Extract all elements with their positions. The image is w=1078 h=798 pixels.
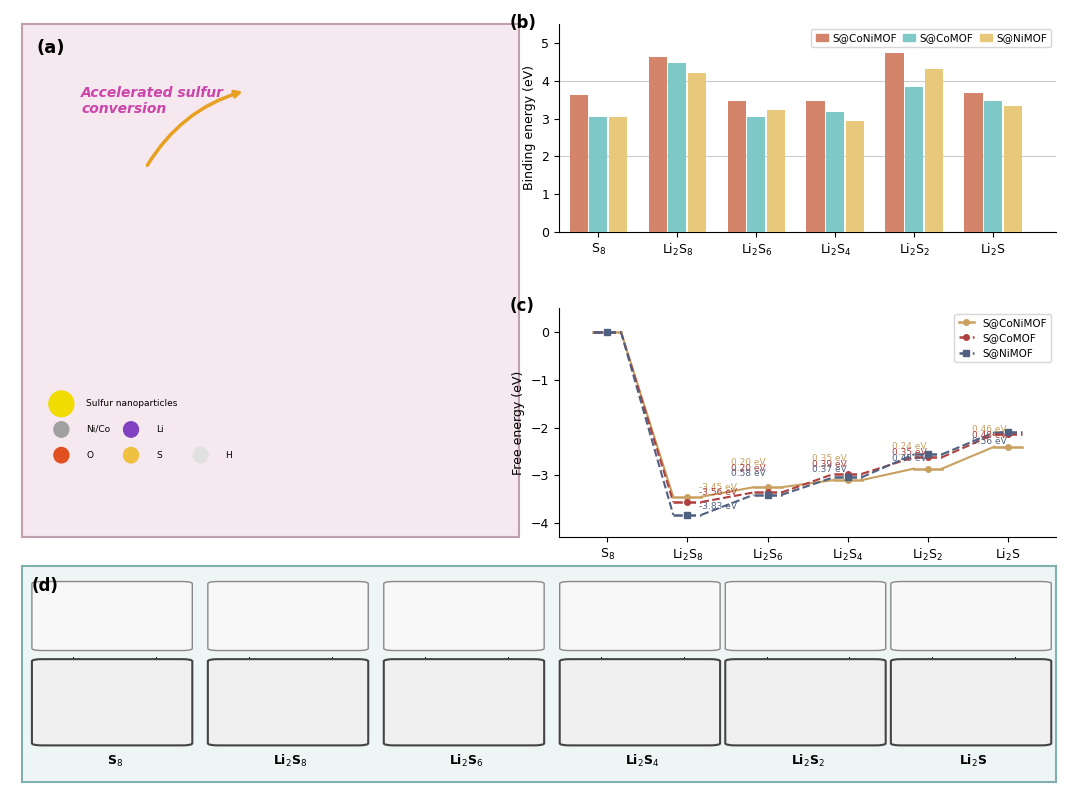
Text: Li: Li [156,425,164,434]
Bar [747,117,765,232]
FancyBboxPatch shape [384,659,544,745]
Circle shape [49,391,73,417]
Text: 0.48 eV: 0.48 eV [972,431,1007,440]
Text: Li$_2$S$_6$: Li$_2$S$_6$ [450,753,484,769]
Text: 0.20 eV: 0.20 eV [732,464,766,472]
FancyBboxPatch shape [725,582,886,650]
Text: S$_8$: S$_8$ [107,754,123,769]
Text: -3.83 eV: -3.83 eV [700,502,737,511]
FancyBboxPatch shape [559,659,720,745]
Bar [649,57,666,232]
Bar [826,113,844,232]
Circle shape [54,448,69,463]
Text: Li$_2$S$_8$: Li$_2$S$_8$ [274,753,308,769]
Circle shape [124,448,138,463]
Bar [885,53,903,232]
FancyBboxPatch shape [384,582,544,650]
Text: S: S [156,451,162,460]
Bar [846,121,865,232]
Text: Sulfur nanoparticles: Sulfur nanoparticles [86,399,178,409]
Bar [728,101,746,232]
Text: 0.35 eV: 0.35 eV [892,448,927,456]
Bar [569,95,588,232]
Bar [688,73,706,232]
Y-axis label: Free energy (eV): Free energy (eV) [512,371,525,475]
Circle shape [54,422,69,437]
Circle shape [124,422,138,437]
Text: (b): (b) [509,14,536,32]
Text: Li$_2$S$_4$: Li$_2$S$_4$ [625,753,660,769]
Text: -3.56 eV: -3.56 eV [700,488,737,497]
Text: 0.37 eV: 0.37 eV [812,465,846,475]
Text: Ni/Co: Ni/Co [86,425,110,434]
Text: Accelerated sulfur
conversion: Accelerated sulfur conversion [81,85,224,116]
Circle shape [193,448,208,463]
Legend: S@CoNiMOF, S@CoMOF, S@NiMOF: S@CoNiMOF, S@CoMOF, S@NiMOF [812,30,1051,48]
Y-axis label: Binding energy (eV): Binding energy (eV) [523,65,536,191]
Text: 0.46 eV: 0.46 eV [972,425,1007,434]
X-axis label: Reaction coordinate: Reaction coordinate [737,569,879,582]
Text: 0.35 eV: 0.35 eV [812,454,846,463]
Bar [806,101,825,232]
Text: (a): (a) [37,39,65,57]
FancyBboxPatch shape [208,582,369,650]
Bar [906,87,924,232]
FancyBboxPatch shape [890,582,1051,650]
Text: -3.45 eV: -3.45 eV [700,483,737,492]
Text: (d): (d) [32,577,59,595]
Text: 0.39 eV: 0.39 eV [812,460,846,468]
Bar [768,110,785,232]
Bar [984,101,1003,232]
Bar [965,93,983,232]
Text: 0.20 eV: 0.20 eV [732,458,766,467]
Legend: S@CoNiMOF, S@CoMOF, S@NiMOF: S@CoNiMOF, S@CoMOF, S@NiMOF [954,314,1051,362]
Bar [609,117,627,232]
Bar [925,69,943,232]
Text: 0.24 eV: 0.24 eV [892,442,926,451]
Text: 0.48 eV: 0.48 eV [892,453,927,463]
Text: (c): (c) [509,297,534,315]
FancyBboxPatch shape [890,659,1051,745]
Text: 0.56 eV: 0.56 eV [972,437,1007,446]
Bar [590,117,608,232]
FancyBboxPatch shape [559,582,720,650]
FancyBboxPatch shape [208,659,369,745]
Bar [1004,106,1022,232]
Bar [668,62,687,232]
Text: Li$_2$S$_2$: Li$_2$S$_2$ [791,753,825,769]
Text: H: H [225,451,232,460]
Text: O: O [86,451,93,460]
FancyBboxPatch shape [32,659,192,745]
FancyBboxPatch shape [725,659,886,745]
FancyBboxPatch shape [32,582,192,650]
Text: 0.58 eV: 0.58 eV [732,469,766,478]
Text: Li$_2$S: Li$_2$S [959,753,987,769]
